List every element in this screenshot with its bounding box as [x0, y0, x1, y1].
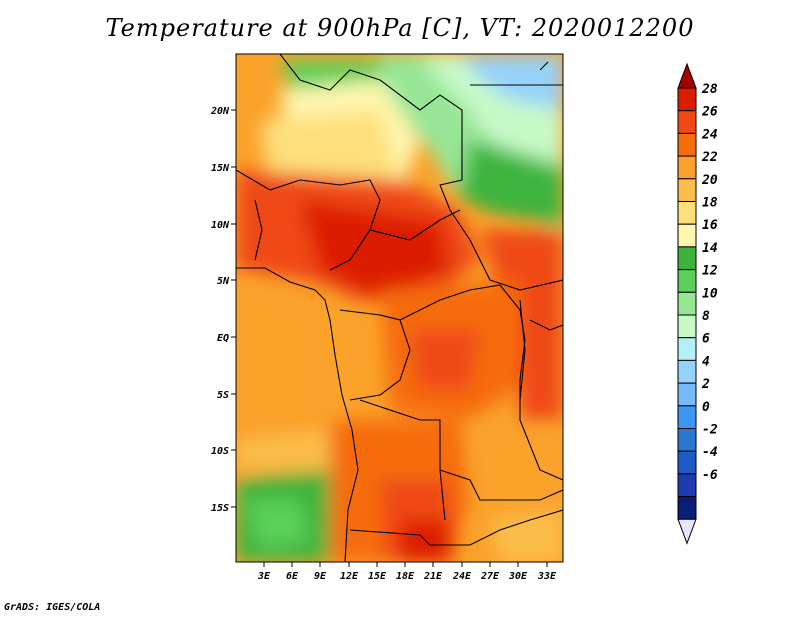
colorbar-label: 0: [702, 400, 710, 415]
colorbar-swatch: [677, 291, 697, 316]
lat-label-20n: 20N: [210, 106, 230, 117]
colorbar-swatch: [677, 405, 697, 429]
colorbar-label: 28: [701, 82, 718, 97]
colorbar-label: 14: [702, 241, 718, 256]
colorbar-swatch: [677, 87, 697, 112]
colorbar-label: 4: [702, 354, 710, 369]
colorbar-swatch: [677, 450, 697, 475]
colorbar-swatch: [677, 223, 697, 248]
colorbar-swatch: [677, 314, 697, 339]
lat-label-10s: 10S: [211, 446, 229, 457]
colorbar-swatch: [677, 382, 697, 407]
lon-label-30e: 30E: [508, 571, 528, 582]
lat-label-15n: 15N: [211, 163, 230, 174]
lon-label-3e: 3E: [257, 571, 271, 582]
lat-label-10n: 10N: [211, 220, 230, 231]
temperature-field: [236, 54, 563, 562]
colorbar-label: 12: [702, 264, 718, 279]
colorbar-label: 16: [702, 218, 718, 233]
lon-label-24e: 24E: [452, 571, 472, 582]
colorbar-arrow-bottom: [677, 518, 697, 545]
colorbar-label: 6: [702, 332, 710, 347]
latitude-axis: 20N 15N 10N 5N EQ 5S 10S 15S: [210, 106, 236, 514]
colorbar-swatch: [677, 473, 697, 498]
longitude-axis: 3E 6E 9E 12E 15E 18E 21E 24E 27E 30E 33E: [257, 562, 557, 582]
colorbar-label: 24: [701, 127, 718, 142]
colorbar-label: 10: [702, 286, 718, 301]
map-title: Temperature at 900hPa [C], VT: 202001220…: [105, 14, 695, 42]
lat-label-15s: 15S: [211, 503, 229, 514]
credit-label: GrADS: IGES/COLA: [4, 602, 101, 613]
colorbar-label: -6: [702, 468, 718, 483]
colorbar-swatch: [677, 269, 697, 293]
lon-label-15e: 15E: [368, 571, 387, 582]
colorbar-label: 2: [701, 377, 710, 392]
colorbar-label: 26: [701, 105, 718, 120]
colorbar-swatch: [677, 246, 697, 271]
colorbar-swatch: [677, 496, 697, 520]
colorbar-swatch: [677, 132, 697, 157]
colorbar: [677, 62, 697, 545]
lat-label-5s: 5S: [217, 390, 229, 401]
lon-label-6e: 6E: [286, 571, 299, 582]
lat-label-5n: 5N: [217, 276, 230, 287]
colorbar-label: 18: [702, 196, 718, 211]
colorbar-swatch: [677, 201, 697, 225]
colorbar-label: 20: [701, 173, 718, 188]
lat-label-eq: EQ: [217, 333, 229, 344]
map-frame: [235, 53, 564, 563]
lon-label-18e: 18E: [396, 571, 415, 582]
lon-label-21e: 21E: [423, 571, 443, 582]
colorbar-arrow-top: [677, 62, 697, 89]
colorbar-swatch: [677, 428, 697, 452]
lon-label-12e: 12E: [340, 571, 359, 582]
colorbar-label: -2: [702, 423, 718, 438]
colorbar-label: -4: [702, 445, 718, 460]
colorbar-swatch: [677, 155, 697, 180]
lon-label-27e: 27E: [480, 571, 500, 582]
colorbar-swatch: [677, 178, 697, 203]
colorbar-label: 22: [701, 150, 718, 165]
country-borders: [236, 54, 563, 562]
lon-label-9e: 9E: [314, 571, 327, 582]
colorbar-swatch: [677, 359, 697, 384]
lon-label-33e: 33E: [537, 571, 557, 582]
colorbar-swatch: [677, 110, 697, 134]
colorbar-label: 8: [702, 309, 710, 324]
colorbar-swatch: [677, 337, 697, 361]
